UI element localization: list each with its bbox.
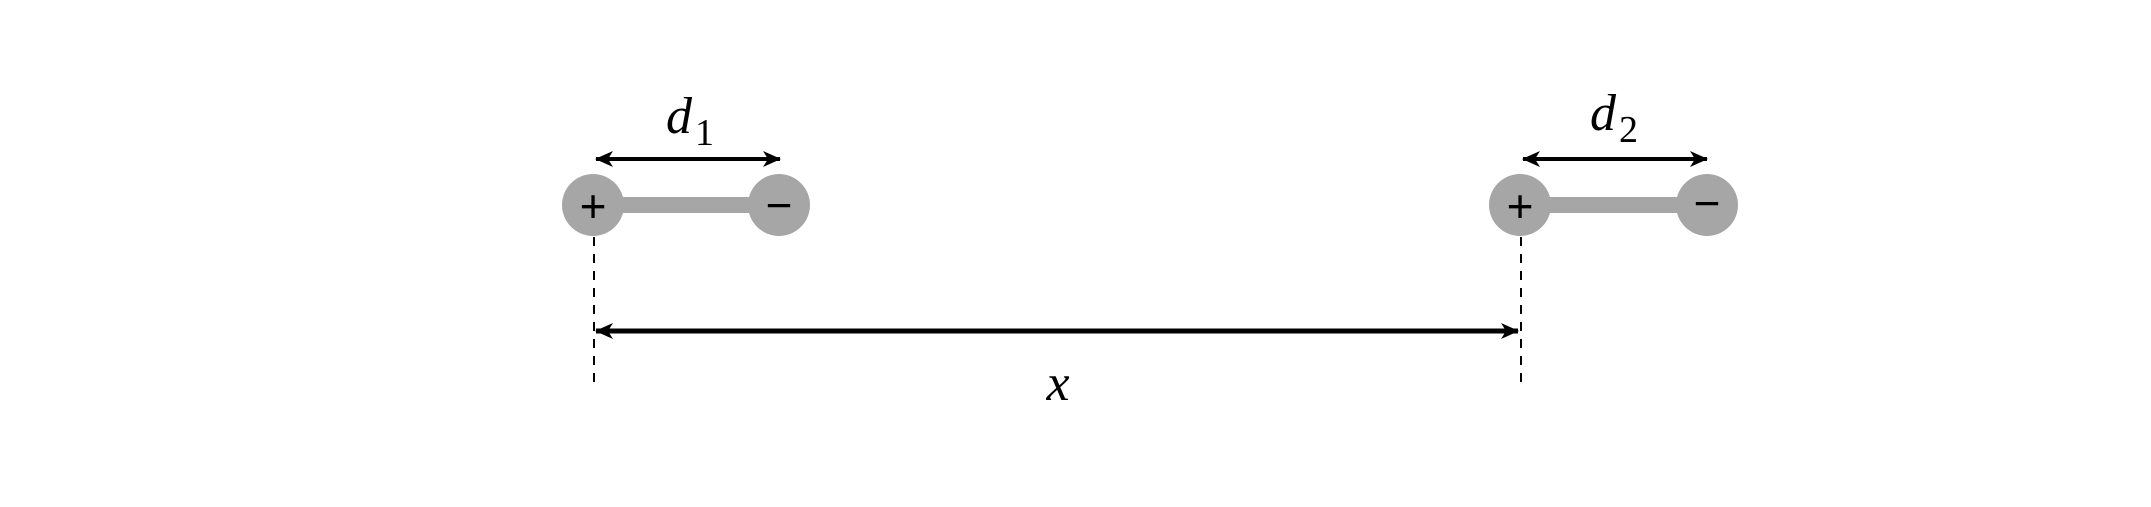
dipole-2-negative-sign: −	[1694, 177, 1721, 229]
dipole-1-negative-sign: −	[766, 179, 793, 231]
dipole-1: + − d1	[562, 88, 810, 236]
dipole-2-positive-charge	[1489, 174, 1551, 236]
separation-label: x	[1045, 355, 1069, 412]
dipole-2: + − d2	[1489, 85, 1738, 236]
dipole-1-negative-charge	[748, 174, 810, 236]
dipole-2-length-label: d2	[1590, 85, 1638, 151]
dipole-2-negative-charge	[1676, 174, 1738, 236]
dipole-1-length-label: d1	[666, 88, 714, 154]
dipole-2-positive-sign: +	[1507, 180, 1534, 232]
dipole-1-positive-charge	[562, 174, 624, 236]
dipole-1-positive-sign: +	[580, 180, 607, 232]
